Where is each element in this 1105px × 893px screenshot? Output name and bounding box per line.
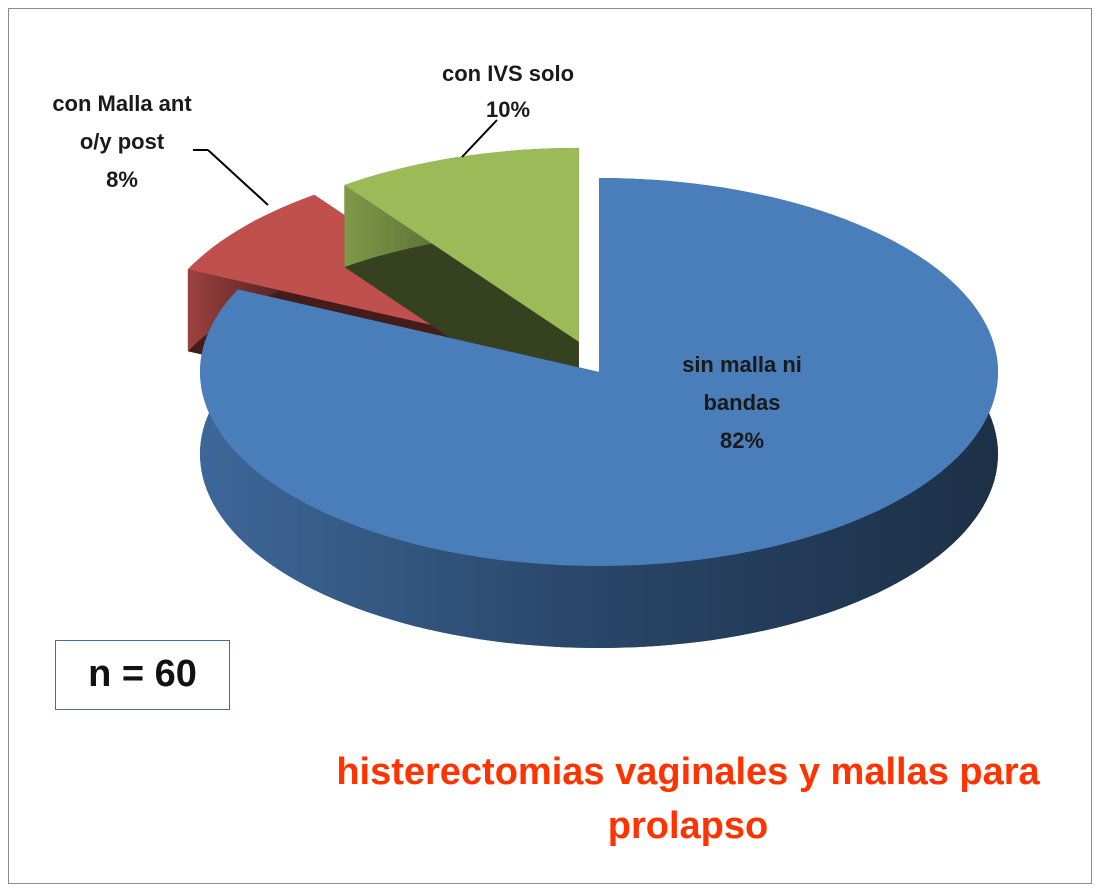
value-label: 10% <box>485 97 531 122</box>
annotation: n = 60 <box>55 640 230 710</box>
value-label: 82% <box>719 428 765 453</box>
slice-label: con Malla ant o/y post 8% <box>40 85 204 199</box>
leader-line <box>207 149 269 206</box>
slice <box>344 147 579 342</box>
leader-line <box>461 119 498 158</box>
category-label: con Malla ant o/y post <box>52 91 192 154</box>
category-label: con IVS solo <box>441 61 575 86</box>
slice-label: con IVS solo 10% <box>408 56 608 128</box>
category-label: sin malla ni bandas <box>682 352 802 415</box>
chart-title: histerectomias vaginales y mallas para p… <box>336 751 1040 847</box>
slice <box>200 178 998 566</box>
chart-frame <box>8 8 1092 884</box>
slice-label: sin malla ni bandas 82% <box>662 346 822 460</box>
value-label: 8% <box>106 167 138 192</box>
